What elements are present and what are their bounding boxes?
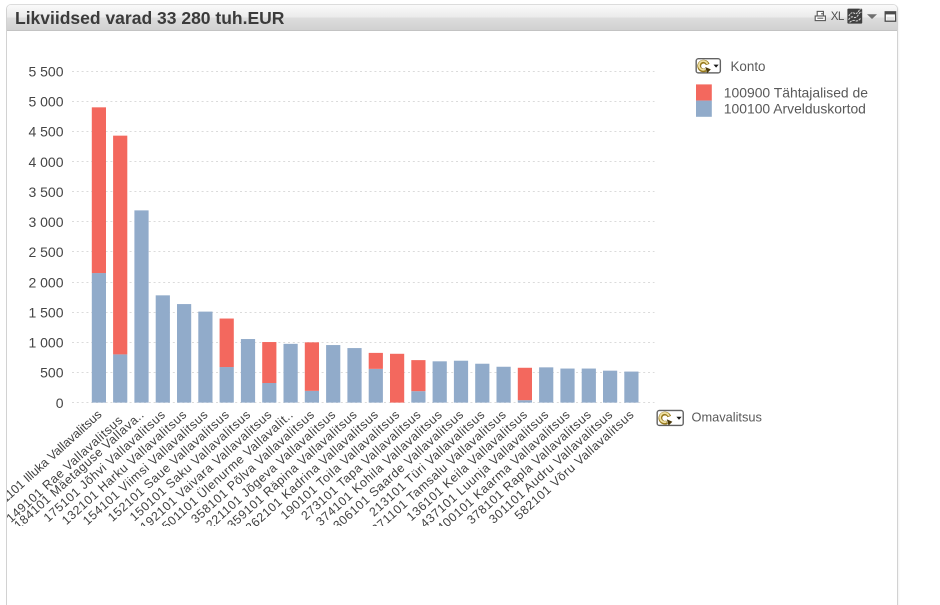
svg-text:2 500: 2 500: [28, 244, 63, 260]
svg-text:4 000: 4 000: [28, 154, 63, 170]
svg-text:0: 0: [56, 395, 64, 411]
svg-text:500: 500: [40, 365, 64, 381]
svg-text:100100 Arvelduskortod: 100100 Arvelduskortod: [724, 101, 866, 117]
svg-text:2 000: 2 000: [28, 274, 63, 290]
svg-text:5 500: 5 500: [28, 63, 63, 79]
svg-text:1 000: 1 000: [28, 335, 63, 351]
svg-text:Konto: Konto: [731, 59, 766, 74]
svg-text:Omavalitsus: Omavalitsus: [692, 410, 762, 425]
svg-text:3 500: 3 500: [28, 184, 63, 200]
svg-text:XL: XL: [831, 10, 845, 23]
svg-text:1 500: 1 500: [28, 304, 63, 320]
svg-text:3 000: 3 000: [28, 214, 63, 230]
svg-text:100900 Tähtajalised de: 100900 Tähtajalised de: [724, 84, 868, 100]
svg-text:4 500: 4 500: [28, 124, 63, 140]
svg-text:5 000: 5 000: [28, 94, 63, 110]
